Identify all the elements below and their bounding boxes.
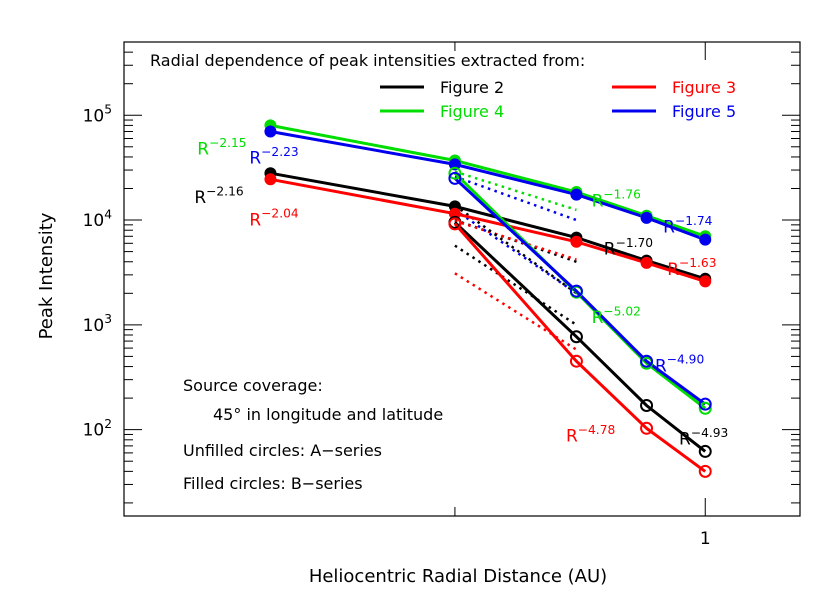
plot-area-frame [123, 41, 801, 517]
note-text: Source coverage: [183, 376, 323, 395]
data-point-open [448, 217, 462, 231]
data-point-open [640, 354, 654, 368]
legend-title: Radial dependence of peak intensities ex… [150, 51, 585, 70]
y-tick-label: 103 [83, 312, 112, 336]
fit-label-left: R−2.04 [249, 207, 299, 231]
fit-label: R−1.63 [667, 256, 716, 280]
fit-label-left: R−2.23 [249, 145, 298, 169]
series-line [453, 222, 707, 473]
data-point-filled [699, 233, 712, 246]
data-point-open [698, 444, 712, 458]
x-tick-label: 1 [700, 529, 711, 549]
series-line [453, 221, 707, 453]
data-point-filled [640, 256, 653, 269]
data-point-filled [264, 173, 277, 186]
extrapolation-line [454, 170, 577, 212]
fit-label: R−1.76 [592, 188, 642, 212]
data-point-filled [699, 275, 712, 288]
data-point-filled [570, 235, 583, 248]
y-tick-label: 105 [83, 103, 112, 127]
data-point-open [448, 166, 462, 180]
legend-entry: Figure 5 [672, 102, 736, 121]
fit-label-left: R−2.16 [194, 184, 244, 208]
extrapolation-line [454, 244, 578, 326]
data-point-filled [640, 211, 653, 224]
y-axis-label: Peak Intensity [36, 212, 57, 339]
data-point-open [569, 284, 583, 298]
fit-label: R−5.02 [592, 304, 641, 328]
fit-label-left: R−2.15 [197, 136, 246, 160]
data-point-filled [570, 188, 583, 201]
fit-label: R−4.78 [566, 423, 615, 447]
note-text: Filled circles: B−series [183, 474, 363, 493]
note-text: 45° in longitude and latitude [213, 405, 443, 424]
extrapolation-line [454, 219, 577, 261]
legend-entry: Figure 4 [440, 102, 504, 121]
legend-entry: Figure 2 [440, 78, 504, 97]
legend-entry: Figure 3 [672, 78, 736, 97]
fit-label: R−1.70 [604, 236, 653, 260]
data-point-open [640, 421, 654, 435]
y-tick-label: 104 [83, 207, 113, 231]
data-point-open [569, 354, 583, 368]
data-point-open [698, 397, 712, 411]
fit-label: R−4.90 [655, 353, 704, 377]
data-point-open [448, 171, 462, 185]
y-tick-label: 102 [83, 417, 112, 441]
extrapolation-line [454, 175, 577, 222]
data-point-filled [264, 125, 277, 138]
data-point-open [569, 330, 583, 344]
data-point-open [640, 399, 654, 413]
fit-label: R−1.74 [663, 214, 713, 238]
x-axis-label: Heliocentric Radial Distance (AU) [309, 566, 607, 587]
note-text: Unfilled circles: A−series [183, 441, 382, 460]
data-point-filled [448, 158, 461, 171]
fit-label: R−4.93 [679, 426, 728, 450]
data-point-open [698, 464, 712, 478]
series-line [453, 177, 707, 406]
data-point-open [698, 401, 712, 415]
